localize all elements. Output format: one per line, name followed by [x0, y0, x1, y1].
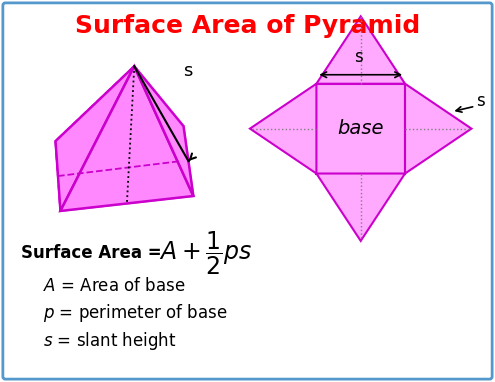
- Text: $A+\dfrac{1}{2}ps$: $A+\dfrac{1}{2}ps$: [159, 230, 252, 277]
- Polygon shape: [60, 66, 194, 211]
- Polygon shape: [55, 66, 134, 211]
- Text: base: base: [338, 119, 384, 138]
- Polygon shape: [134, 66, 194, 196]
- Text: $s$ = slant height: $s$ = slant height: [43, 330, 177, 352]
- Bar: [316, 84, 405, 173]
- Text: $A$ = Area of base: $A$ = Area of base: [43, 277, 186, 295]
- FancyBboxPatch shape: [3, 3, 492, 379]
- Polygon shape: [316, 173, 405, 241]
- Polygon shape: [405, 84, 471, 173]
- Polygon shape: [55, 126, 194, 211]
- Text: s: s: [476, 92, 485, 110]
- Text: $p$ = perimeter of base: $p$ = perimeter of base: [43, 302, 228, 324]
- Text: s: s: [354, 48, 363, 66]
- Polygon shape: [250, 84, 316, 173]
- Text: Surface Area of Pyramid: Surface Area of Pyramid: [75, 15, 420, 38]
- Text: s: s: [184, 62, 193, 80]
- Text: Surface Area =: Surface Area =: [21, 244, 167, 262]
- Polygon shape: [316, 16, 405, 84]
